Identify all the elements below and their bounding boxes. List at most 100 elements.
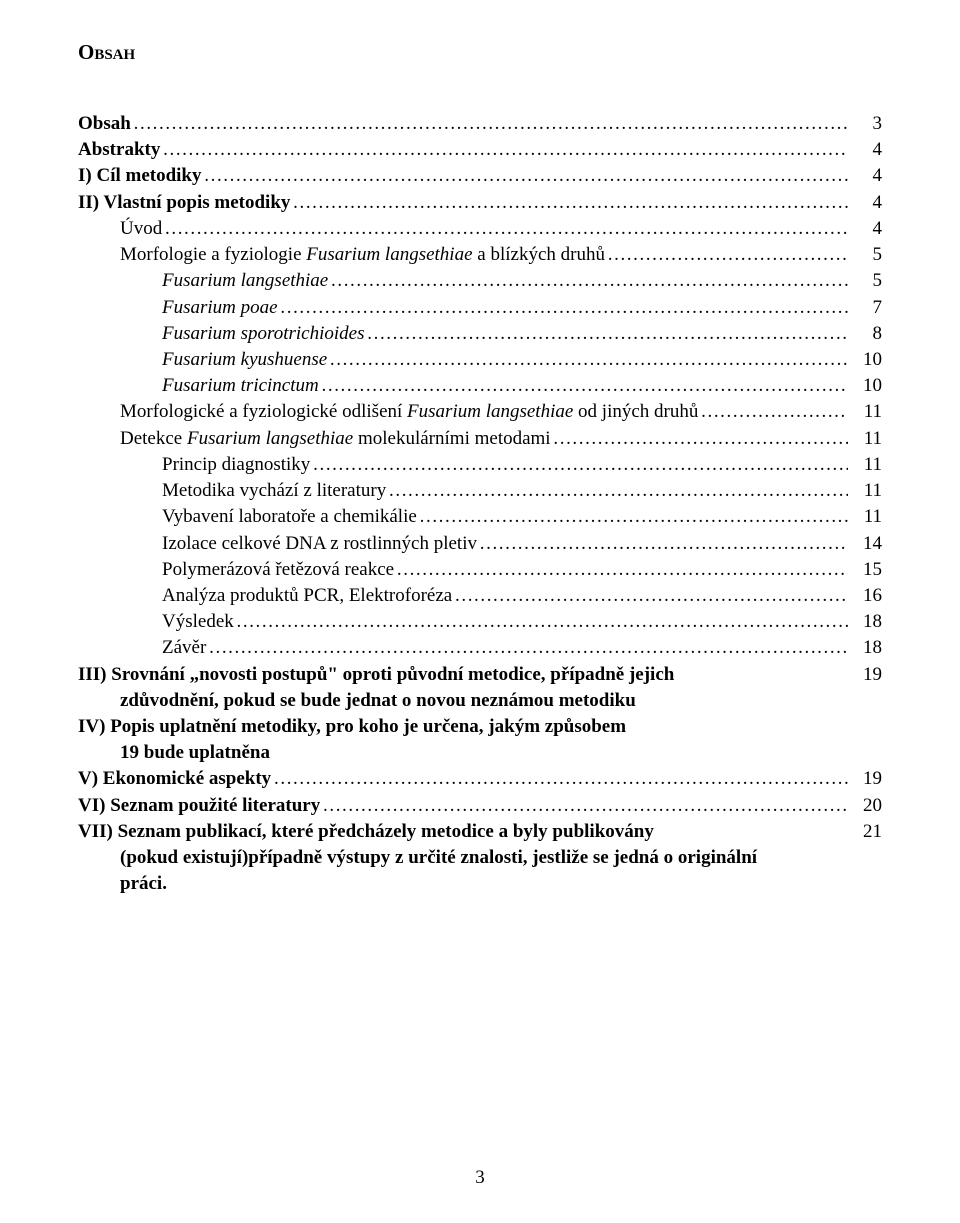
- toc-page: 10: [852, 347, 882, 373]
- toc-label: Morfologie a fyziologie Fusarium langset…: [120, 242, 605, 268]
- toc-page: 19: [852, 662, 882, 688]
- toc-row: IV) Popis uplatnění metodiky, pro koho j…: [78, 714, 882, 740]
- toc-page: 19: [852, 766, 882, 792]
- page-number: 3: [0, 1167, 960, 1189]
- toc-leader: [367, 321, 849, 347]
- toc-label-pre: Morfologie a fyziologie: [120, 244, 306, 265]
- toc-leader: [162, 137, 848, 163]
- toc-leader: [236, 609, 848, 635]
- toc-page: 21: [852, 819, 882, 845]
- toc-row: Princip diagnostiky 11: [78, 452, 882, 478]
- toc-row: 19 bude uplatněna: [78, 740, 882, 766]
- toc-row: práci.: [78, 871, 882, 897]
- toc-leader: [321, 373, 848, 399]
- toc-page: 5: [852, 268, 882, 294]
- toc-label: I) Cíl metodiky: [78, 163, 202, 189]
- toc-page: 18: [852, 609, 882, 635]
- toc-label-italic: Fusarium langsethiae: [187, 428, 353, 449]
- toc-label: (pokud existují)případně výstupy z určit…: [120, 845, 757, 871]
- toc-label: Metodika vychází z literatury: [162, 478, 386, 504]
- toc-label: Fusarium langsethiae: [162, 268, 328, 294]
- toc-label-pre: Detekce: [120, 428, 187, 449]
- toc-row: Morfologické a fyziologické odlišení Fus…: [78, 399, 882, 425]
- toc-label: Úvod: [120, 216, 162, 242]
- toc-label-post: od jiných druhů: [573, 401, 698, 422]
- toc-label: Obsah: [78, 111, 131, 137]
- toc-label: Fusarium sporotrichioides: [162, 321, 365, 347]
- toc-label: Fusarium poae: [162, 295, 278, 321]
- toc-label: Výsledek: [162, 609, 234, 635]
- toc-leader: [133, 111, 848, 137]
- toc-page: 11: [852, 399, 882, 425]
- toc-leader: [479, 531, 848, 557]
- toc-label: Vybavení laboratoře a chemikálie: [162, 504, 417, 530]
- toc-row: Úvod4: [78, 216, 882, 242]
- toc-leader: [292, 190, 848, 216]
- toc-row: I) Cíl metodiky 4: [78, 163, 882, 189]
- toc-leader: [208, 635, 848, 661]
- toc-leader: [454, 583, 848, 609]
- toc-page: 10: [852, 373, 882, 399]
- toc-label: III) Srovnání „novosti postupů" oproti p…: [78, 662, 674, 688]
- toc-leader: [204, 163, 849, 189]
- toc-leader: [388, 478, 848, 504]
- page: Obsah Obsah3Abstrakty4I) Cíl metodiky4II…: [0, 0, 960, 1223]
- toc-page: 4: [852, 163, 882, 189]
- toc-page: 11: [852, 504, 882, 530]
- toc-page: 11: [852, 452, 882, 478]
- toc-row: Abstrakty 4: [78, 137, 882, 163]
- toc-label: Izolace celkové DNA z rostlinných pletiv: [162, 531, 477, 557]
- toc-leader: [607, 242, 848, 268]
- toc-page: 8: [852, 321, 882, 347]
- toc-row: Detekce Fusarium langsethiae molekulární…: [78, 426, 882, 452]
- toc-page: 18: [852, 635, 882, 661]
- toc-leader: [164, 216, 848, 242]
- toc-row: Analýza produktů PCR, Elektroforéza16: [78, 583, 882, 609]
- toc-label: V) Ekonomické aspekty: [78, 766, 271, 792]
- toc-label: Abstrakty: [78, 137, 160, 163]
- toc-leader: [553, 426, 848, 452]
- toc-row: Morfologie a fyziologie Fusarium langset…: [78, 242, 882, 268]
- toc-page: 14: [852, 531, 882, 557]
- toc-row: Fusarium tricinctum 10: [78, 373, 882, 399]
- toc-page: 4: [852, 137, 882, 163]
- toc-row: Fusarium poae 7: [78, 295, 882, 321]
- toc-page: 4: [852, 190, 882, 216]
- toc-row: Vybavení laboratoře a chemikálie 11: [78, 504, 882, 530]
- toc-label: Analýza produktů PCR, Elektroforéza: [162, 583, 452, 609]
- toc-page: 5: [852, 242, 882, 268]
- toc-leader: [273, 766, 848, 792]
- toc-label: 19 bude uplatněna: [120, 740, 270, 766]
- toc-label: Princip diagnostiky: [162, 452, 310, 478]
- toc-leader: [419, 504, 848, 530]
- toc-label: II) Vlastní popis metodiky: [78, 190, 290, 216]
- toc-label-post: molekulárními metodami: [353, 428, 550, 449]
- toc-label: VI) Seznam použité literatury: [78, 793, 320, 819]
- toc-page: 7: [852, 295, 882, 321]
- toc-page: 20: [852, 793, 882, 819]
- toc-label: zdůvodnění, pokud se bude jednat o novou…: [120, 688, 636, 714]
- page-title: Obsah: [78, 40, 882, 65]
- toc-page: 11: [852, 426, 882, 452]
- toc-leader: [312, 452, 848, 478]
- toc-row: III) Srovnání „novosti postupů" oproti p…: [78, 662, 882, 688]
- toc-leader: [396, 557, 848, 583]
- toc-label: Detekce Fusarium langsethiae molekulární…: [120, 426, 551, 452]
- toc-label: Polymerázová řetězová reakce: [162, 557, 394, 583]
- toc-label-italic: Fusarium langsethiae: [407, 401, 573, 422]
- toc-label: Fusarium tricinctum: [162, 373, 319, 399]
- toc-row: Obsah3: [78, 111, 882, 137]
- toc-page: 11: [852, 478, 882, 504]
- toc-row: Polymerázová řetězová reakce15: [78, 557, 882, 583]
- toc-row: zdůvodnění, pokud se bude jednat o novou…: [78, 688, 882, 714]
- toc-leader: [329, 347, 848, 373]
- toc-label-post: a blízkých druhů: [473, 244, 605, 265]
- toc-label: Morfologické a fyziologické odlišení Fus…: [120, 399, 698, 425]
- toc-leader: [330, 268, 848, 294]
- toc-row: Fusarium langsethiae 5: [78, 268, 882, 294]
- toc-row: (pokud existují)případně výstupy z určit…: [78, 845, 882, 871]
- toc-label: Fusarium kyushuense: [162, 347, 327, 373]
- toc-label: Závěr: [162, 635, 206, 661]
- toc-row: Výsledek 18: [78, 609, 882, 635]
- table-of-contents: Obsah3Abstrakty 4 I) Cíl metodiky 4 II) Vlas…: [78, 111, 882, 898]
